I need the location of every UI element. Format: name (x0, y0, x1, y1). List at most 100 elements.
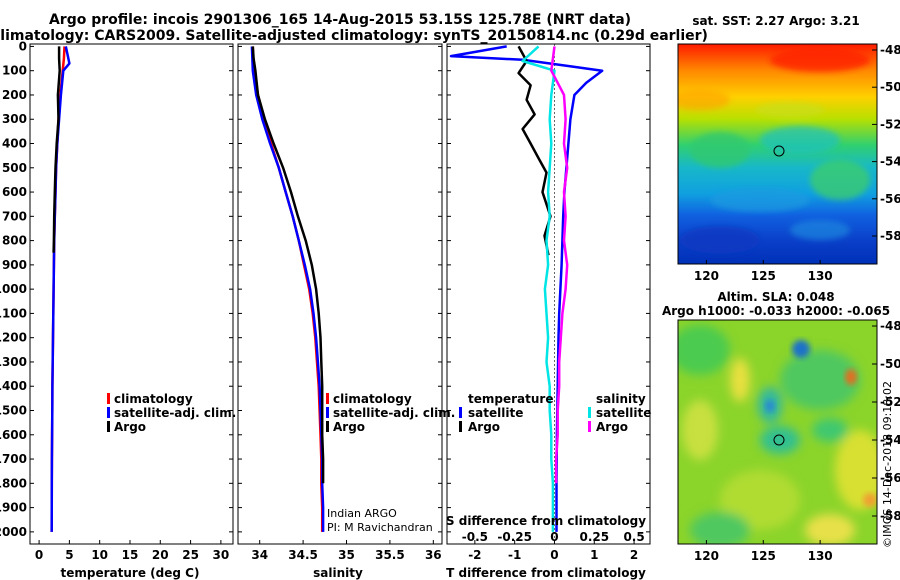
depth-tick-label: 1400 (0, 379, 27, 393)
sst-float-marker (773, 145, 785, 157)
legend-swatch-temp-argo (459, 421, 462, 432)
sla-low-blob (792, 340, 810, 358)
depth-tick-label: 200 (2, 88, 27, 102)
lat-tick-label: -50 (880, 357, 900, 371)
credit-line1: Indian ARGO (327, 507, 397, 520)
depth-tick-label: 900 (2, 258, 27, 272)
lat-tick-label: -56 (880, 192, 900, 206)
figure-title-line1: Argo profile: incois 2901306_165 14-Aug-… (48, 12, 632, 28)
x-tick-label: 35 (338, 548, 355, 562)
sla-float-marker (773, 434, 785, 446)
depth-tick-label: 1200 (0, 331, 27, 345)
x-tick-label: 1 (590, 548, 598, 562)
x-tick-label: 35.5 (375, 548, 405, 562)
lon-tick-label: 125 (751, 269, 776, 283)
x-tick-label: 20 (152, 548, 169, 562)
temperature-axis-label: temperature (deg C) (61, 566, 200, 580)
legend-label-satellite: satellite-adj. clim. (333, 406, 455, 420)
depth-tick-label: 300 (2, 112, 27, 126)
depth-tick-label: 1800 (0, 476, 27, 490)
depth-tick-label: 500 (2, 161, 27, 175)
legend-heading-salinity: salinity (596, 392, 646, 406)
x-tick-label: 30 (213, 548, 230, 562)
series-argo (52, 46, 61, 253)
legend-label-satellite: satellite-adj. clim. (114, 406, 236, 420)
x-tick-label: 34.5 (288, 548, 318, 562)
s-difference-axis-label: S difference from climatology (446, 514, 646, 528)
lon-tick-label: 125 (751, 549, 776, 563)
legend-swatch-sal-satellite (588, 407, 591, 418)
lat-tick-label: -54 (880, 433, 900, 447)
legend-heading-temperature: temperature (468, 392, 553, 406)
depth-tick-label: 1600 (0, 428, 27, 442)
sst-map-title: sat. SST: 2.27 Argo: 3.21 (692, 14, 859, 28)
lat-tick-label: -56 (880, 471, 900, 485)
depth-tick-label: 100 (2, 64, 27, 78)
plot-frame (29, 43, 234, 545)
series-temperature-satellite (449, 45, 604, 532)
x-tick-label: 0 (550, 548, 558, 562)
depth-tick-label: 1900 (0, 501, 27, 515)
depth-tick-label: 800 (2, 234, 27, 248)
x2-tick-label: 0.5 (623, 530, 644, 544)
temperature-panel: 0 5 10 15 20 25 30 (29, 43, 234, 562)
x2-tick-label: 0.25 (579, 530, 609, 544)
legend-label-sal-argo: Argo (596, 420, 628, 434)
sst-texture (678, 48, 870, 254)
depth-tick-label: 1000 (0, 282, 27, 296)
plot-frame (237, 43, 443, 545)
sla-low-blob (765, 400, 775, 412)
x-tick-label: 36 (425, 548, 442, 562)
salinity-axis-label: salinity (313, 566, 363, 580)
legend-label-temp-argo: Argo (468, 420, 500, 434)
sla-texture (678, 325, 877, 544)
depth-tick-label: 2000 (0, 525, 27, 539)
legend-label-climatology: climatology (114, 392, 193, 406)
difference-legend: temperature salinity satellite Argo sate… (459, 392, 651, 434)
temperature-legend: climatology satellite-adj. clim. Argo (107, 392, 236, 434)
figure-title-line2: Climatology: CARS2009. Satellite-adjuste… (0, 28, 708, 44)
depth-tick-label: 1300 (0, 355, 27, 369)
legend-swatch-satellite (107, 407, 110, 418)
sla-map-title2: Argo h1000: -0.033 h2000: -0.065 (662, 304, 890, 318)
series-satellite-adj-clim- (50, 46, 71, 532)
legend-swatch-satellite (326, 407, 329, 418)
legend-label-temp-satellite: satellite (468, 406, 523, 420)
legend-swatch-climatology (107, 393, 110, 404)
x-tick-label: 2 (630, 548, 638, 562)
x-tick-label: 15 (122, 548, 139, 562)
sla-map (678, 320, 877, 544)
x-tick-label: 0 (35, 548, 43, 562)
x-tick-label: 5 (65, 548, 73, 562)
lon-tick-label: 120 (694, 269, 719, 283)
sla-high-blob (863, 493, 877, 507)
plot-frame (446, 43, 651, 545)
series-temperature-argo (517, 45, 552, 256)
lon-tick-label: 130 (808, 549, 833, 563)
depth-axis: 0 100 200 300 400 500 600 700 800 900 1000 1100 1200… (0, 39, 27, 538)
x-tick-label: -1 (508, 548, 521, 562)
lat-tick-label: -58 (880, 509, 900, 523)
lat-tick-label: -58 (880, 229, 900, 243)
difference-panel: -2 -1 0 1 2-0.5 -0.25 0 0.25 0.5 (446, 43, 651, 562)
t-difference-axis-label: T difference from climatology (446, 566, 646, 580)
map-axes: -48 -50 -52 -54 -56 -58 120 125 130 -48 -50 -52 -54 -… (694, 43, 900, 563)
depth-tick-label: 1500 (0, 404, 27, 418)
legend-label-argo: Argo (114, 420, 146, 434)
salinity-panel: 34 34.5 35 35.5 36 (237, 43, 443, 562)
series-salinity-satellite (521, 45, 556, 532)
legend-swatch-argo (326, 421, 329, 432)
depth-tick-label: 0 (19, 39, 27, 53)
x-tick-label: 34 (251, 548, 268, 562)
lat-tick-label: -50 (880, 80, 900, 94)
x-tick-label: -2 (468, 548, 481, 562)
sla-high-blob (845, 369, 857, 385)
x-tick-label: 10 (91, 548, 108, 562)
x2-tick-label: -0.5 (462, 530, 488, 544)
depth-tick-label: 700 (2, 209, 27, 223)
lat-tick-label: -52 (880, 117, 900, 131)
depth-tick-label: 600 (2, 185, 27, 199)
legend-swatch-temp-satellite (459, 407, 462, 418)
lat-tick-label: -48 (880, 319, 900, 333)
depth-tick-label: 1100 (0, 306, 27, 320)
